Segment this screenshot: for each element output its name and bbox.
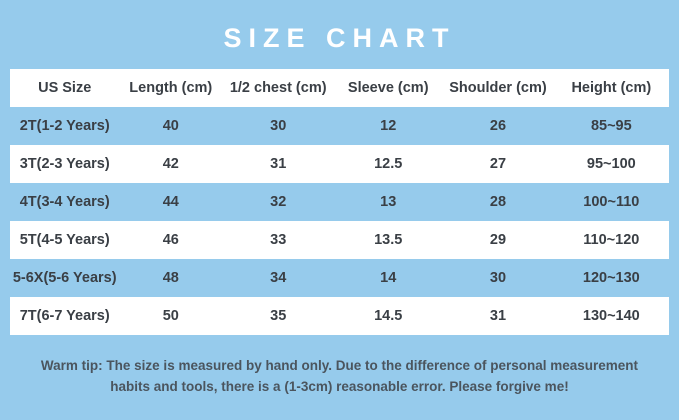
table-row: 7T(6-7 Years) 50 35 14.5 31 130~140	[10, 296, 669, 335]
table-row: 4T(3-4 Years) 44 32 13 28 100~110	[10, 183, 669, 221]
column-header: Height (cm)	[571, 79, 652, 96]
size-table: US Size Length (cm) 1/2 chest (cm) Sleeve (…	[10, 68, 669, 335]
table-cell: 30	[489, 269, 507, 286]
table-cell: 7T(6-7 Years)	[19, 307, 110, 324]
column-header: Sleeve (cm)	[347, 79, 429, 96]
table-cell: 14	[380, 269, 397, 286]
table-cell: 85~95	[590, 117, 632, 134]
table-cell: 120~130	[582, 269, 640, 286]
table-cell: 42	[162, 155, 179, 172]
table-cell: 5-6X(5-6 Years)	[12, 269, 117, 286]
table-cell: 32	[270, 193, 287, 210]
table-cell: 26	[489, 117, 507, 134]
table-cell: 30	[270, 117, 287, 134]
table-cell: 44	[162, 193, 179, 210]
column-header: 1/2 chest (cm)	[229, 79, 327, 96]
table-cell: 28	[489, 193, 507, 210]
table-cell: 33	[270, 231, 287, 248]
table-row: 3T(2-3 Years) 42 31 12.5 27 95~100	[10, 144, 669, 183]
column-header: Length (cm)	[129, 79, 213, 96]
table-cell: 95~100	[586, 155, 636, 172]
table-cell: 5T(4-5 Years)	[19, 231, 110, 248]
table-cell: 50	[162, 307, 179, 324]
table-cell: 27	[489, 155, 507, 172]
table-cell: 35	[270, 307, 287, 324]
table-cell: 31	[489, 307, 507, 324]
table-cell: 12.5	[374, 155, 403, 172]
warm-tip-note: Warm tip: The size is measured by hand o…	[40, 357, 639, 394]
table-cell: 130~140	[582, 307, 640, 324]
table-cell: 110~120	[583, 231, 640, 248]
table-cell: 100~110	[583, 193, 640, 210]
table-row: 5-6X(5-6 Years) 48 34 14 30 120~130	[10, 259, 669, 297]
table-cell: 13.5	[374, 231, 403, 248]
table-cell: 46	[162, 231, 179, 248]
table-row: 2T(1-2 Years) 40 30 12 26 85~95	[10, 107, 669, 145]
table-header-row: US Size Length (cm) 1/2 chest (cm) Sleeve (…	[10, 68, 669, 107]
table-cell: 48	[162, 269, 179, 286]
table-cell: 34	[270, 269, 287, 286]
table-cell: 12	[380, 117, 397, 134]
table-cell: 3T(2-3 Years)	[19, 155, 110, 172]
page-title: SIZE CHART	[223, 23, 456, 53]
table-cell: 14.5	[374, 307, 403, 324]
table-row: 5T(4-5 Years) 46 33 13.5 29 110~120	[10, 220, 669, 259]
column-header: US Size	[38, 79, 92, 96]
table-cell: 29	[489, 231, 507, 248]
column-header: Shoulder (cm)	[449, 79, 547, 96]
table-cell: 13	[380, 193, 397, 210]
table-cell: 2T(1-2 Years)	[19, 117, 110, 134]
table-cell: 4T(3-4 Years)	[19, 193, 110, 210]
table-cell: 40	[162, 117, 179, 134]
table-cell: 31	[270, 155, 287, 172]
